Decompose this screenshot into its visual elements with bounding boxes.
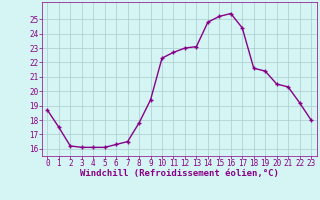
X-axis label: Windchill (Refroidissement éolien,°C): Windchill (Refroidissement éolien,°C) bbox=[80, 169, 279, 178]
